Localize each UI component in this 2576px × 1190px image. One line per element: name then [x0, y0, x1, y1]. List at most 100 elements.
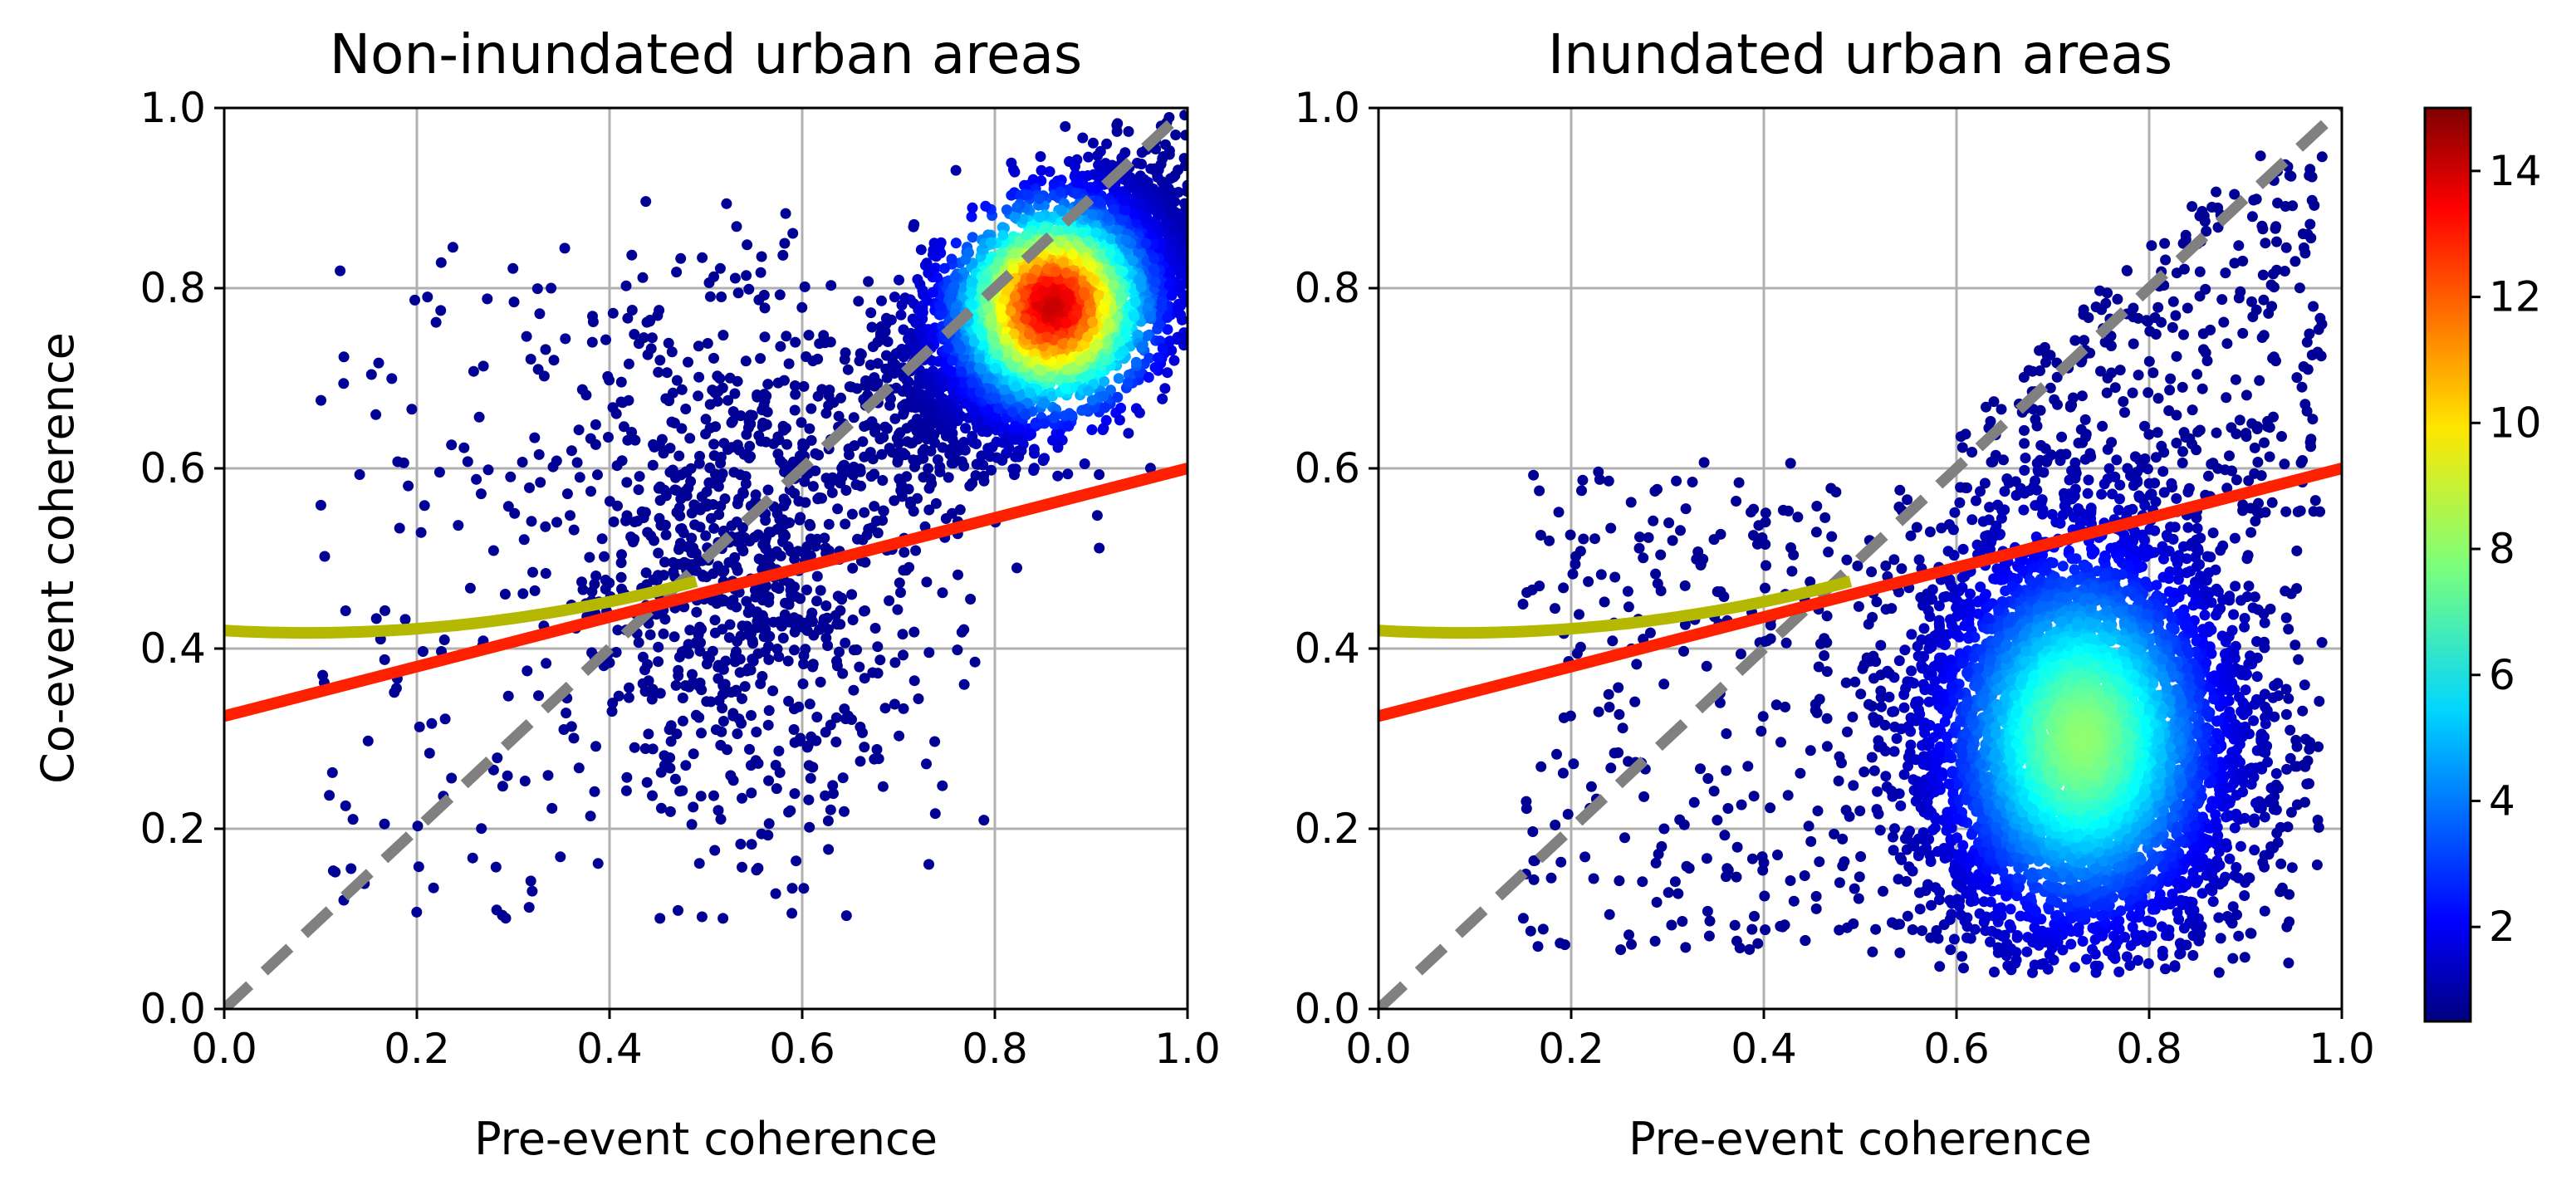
scatter-point [729, 388, 741, 399]
scatter-point [820, 600, 832, 611]
scatter-point [1085, 182, 1096, 193]
scatter-point [1088, 274, 1099, 286]
scatter-point [785, 805, 796, 816]
scatter-point [894, 730, 905, 742]
scatter-point [859, 673, 870, 684]
scatter-point [540, 521, 551, 532]
scatter-point [526, 516, 537, 527]
scatter-point [763, 705, 775, 717]
scatter-point [1024, 387, 1036, 399]
scatter-point [1155, 159, 1167, 170]
scatter-point [744, 743, 755, 755]
scatter-point [964, 363, 976, 375]
scatter-point [826, 487, 838, 498]
scatter-point [750, 591, 762, 603]
scatter-point [750, 489, 762, 501]
scatter-point [708, 790, 719, 801]
scatter-point [669, 484, 681, 496]
scatter-point [839, 459, 850, 471]
scatter-point [1105, 266, 1116, 277]
scatter-point [758, 390, 770, 402]
scatter-point [732, 287, 744, 299]
scatter-point [876, 295, 887, 306]
scatter-point [1055, 224, 1066, 236]
scatter-point [1168, 207, 1179, 218]
scatter-point [755, 353, 766, 365]
scatter-point [871, 744, 883, 755]
scatter-point [666, 416, 678, 428]
scatter-point [896, 479, 908, 491]
scatter-point [739, 681, 751, 693]
scatter-point [1162, 367, 1173, 379]
scatter-point [559, 242, 571, 254]
scatter-point [944, 365, 956, 376]
scatter-point [1120, 234, 1132, 246]
scatter-point [687, 668, 698, 680]
scatter-point [876, 448, 888, 460]
scatter-point [1134, 200, 1146, 212]
scatter-point [806, 403, 817, 414]
scatter-point [842, 364, 854, 375]
scatter-point [789, 487, 801, 499]
scatter-point [1122, 176, 1134, 187]
scatter-point [722, 394, 734, 406]
scatter-point [561, 708, 572, 719]
scatter-point [688, 677, 699, 688]
scatter-point [781, 438, 793, 450]
scatter-point [954, 504, 966, 516]
scatter-point [910, 545, 922, 556]
scatter-point [952, 644, 963, 656]
scatter-point [956, 626, 967, 638]
scatter-point [689, 500, 701, 512]
scatter-point [654, 440, 665, 452]
scatter-point [633, 484, 644, 496]
scatter-point [414, 721, 425, 732]
scatter-point [978, 815, 990, 826]
scatter-point [763, 640, 774, 652]
scatter-point [897, 629, 908, 640]
scatter-point [929, 736, 941, 747]
scatter-point [951, 440, 962, 452]
scatter-point [762, 379, 774, 390]
scatter-point [1166, 345, 1178, 356]
scatter-point [610, 647, 622, 658]
scatter-point [1010, 247, 1021, 259]
scatter-point [647, 459, 659, 471]
scatter-point [892, 604, 904, 615]
scatter-point [1104, 247, 1116, 259]
scatter-point [878, 505, 889, 517]
scatter-point [923, 463, 934, 474]
scatter-point [976, 450, 987, 462]
scatter-point [669, 773, 681, 785]
scatter-point [740, 355, 752, 367]
scatter-point [757, 556, 768, 567]
scatter-point [820, 542, 831, 554]
scatter-point [727, 595, 739, 606]
scatter-point [772, 448, 784, 460]
scatter-point [1123, 377, 1134, 389]
scatter-point [990, 412, 1002, 424]
scatter-point [1096, 160, 1108, 172]
scatter-point [831, 619, 843, 630]
scatter-point [796, 301, 808, 313]
scatter-point [973, 353, 985, 365]
scatter-point [1087, 208, 1098, 220]
scatter-point [822, 640, 834, 651]
scatter-point [615, 376, 627, 388]
scatter-point [1181, 203, 1188, 214]
scatter-point [827, 472, 839, 483]
scatter-point [1028, 463, 1040, 474]
scatter-point [737, 487, 749, 498]
scatter-point [659, 614, 671, 625]
scatter-point [1011, 313, 1023, 325]
scatter-point [967, 387, 977, 399]
scatter-point [670, 679, 682, 691]
scatter-point [1060, 382, 1071, 394]
scatter-point [697, 252, 708, 263]
scatter-point [688, 801, 699, 813]
scatter-point [839, 806, 850, 817]
scatter-point [779, 238, 791, 249]
scatter-point [982, 426, 993, 438]
scatter-point [1035, 151, 1046, 162]
scatter-point [589, 786, 600, 797]
